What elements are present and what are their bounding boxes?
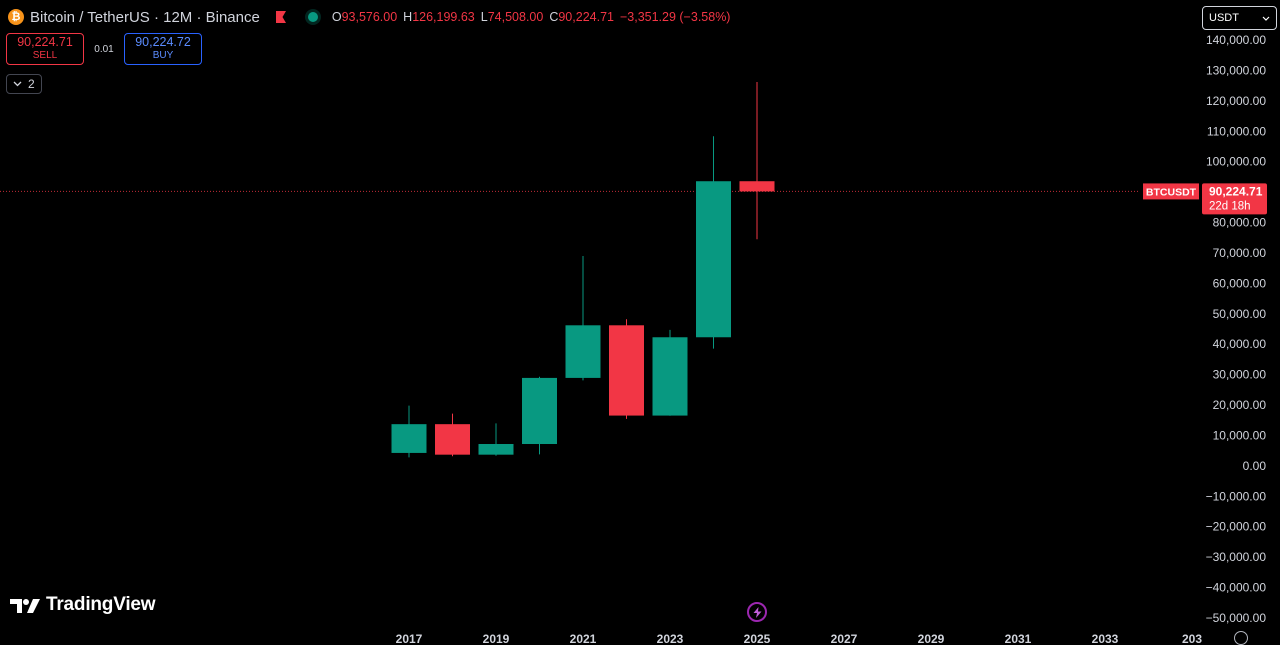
price-axis-label: 70,000.00	[1213, 246, 1267, 260]
candle	[522, 376, 557, 455]
close-label: C	[549, 10, 559, 24]
price-axis-label: 120,000.00	[1206, 94, 1266, 108]
candle	[609, 319, 644, 419]
time-axis-label: 203	[1182, 632, 1202, 644]
tradingview-logo-text: TradingView	[46, 594, 156, 615]
time-axis-label: 2023	[657, 632, 684, 644]
open-value: 93,576.00	[341, 10, 398, 24]
price-axis[interactable]: 140,000.00 130,000.00 120,000.00 110,000.00…	[1206, 33, 1267, 625]
price-axis-label: 60,000.00	[1213, 276, 1267, 290]
candle-body	[522, 377, 557, 445]
candle-body	[478, 444, 514, 455]
time-axis-label: 2025	[744, 632, 771, 644]
time-axis-label: 2021	[570, 632, 597, 644]
price-axis-label: 40,000.00	[1213, 337, 1267, 351]
buy-button[interactable]: 90,224.72 BUY	[124, 33, 202, 65]
low-value: 74,508.00	[487, 10, 544, 24]
bar-countdown: 22d 18h	[1209, 200, 1251, 212]
price-axis-label: 100,000.00	[1206, 155, 1266, 169]
price-axis-label: 130,000.00	[1206, 63, 1266, 77]
candle	[391, 405, 427, 458]
market-status-icon[interactable]	[307, 12, 318, 22]
close-value: 90,224.71	[558, 10, 614, 24]
last-price-tag-bg	[1202, 183, 1267, 215]
symbol-tag: BTCUSDT	[1146, 186, 1197, 198]
ohlc-values: O93,576.00 H126,199.63 L74,508.00 C90,22…	[332, 10, 731, 24]
candle	[652, 329, 688, 416]
gear-icon[interactable]	[1234, 631, 1248, 645]
symbol-title[interactable]: Bitcoin / TetherUS · 12M · Binance	[30, 8, 260, 26]
spread-value: 0.01	[94, 43, 114, 55]
candle-body	[652, 337, 688, 416]
price-axis-label: 140,000.00	[1206, 33, 1266, 47]
symbol-legend: ₿ Bitcoin / TetherUS · 12M · Binance O93…	[8, 6, 730, 28]
price-axis-label: 0.00	[1243, 459, 1267, 473]
chevron-down-icon	[1262, 16, 1270, 21]
price-axis-label: −10,000.00	[1206, 489, 1267, 503]
buy-label: BUY	[152, 50, 174, 61]
price-axis-label: −30,000.00	[1206, 550, 1267, 564]
tradingview-logo-icon	[10, 599, 40, 613]
lightning-icon[interactable]	[747, 602, 767, 622]
candle-body	[696, 181, 731, 338]
currency-select[interactable]: USDT	[1202, 6, 1277, 30]
candle-body	[739, 181, 775, 192]
indicators-toggle-button[interactable]: 2	[6, 74, 42, 94]
trade-panel: 90,224.71 SELL 0.01 90,224.72 BUY	[6, 33, 202, 65]
sell-button[interactable]: 90,224.71 SELL	[6, 33, 84, 65]
candle	[435, 413, 470, 457]
price-change: −3,351.29 (−3.58%)	[619, 10, 731, 24]
time-axis-label: 2029	[918, 632, 945, 644]
price-axis-label: 10,000.00	[1213, 428, 1267, 442]
price-axis-label: 110,000.00	[1207, 124, 1266, 138]
price-axis-label: 80,000.00	[1213, 216, 1267, 230]
price-axis-label: 30,000.00	[1213, 368, 1267, 382]
time-axis-label: 2031	[1005, 632, 1032, 644]
open-label: O	[331, 10, 342, 24]
candle	[696, 136, 731, 349]
high-label: H	[403, 10, 413, 24]
price-axis-label: 20,000.00	[1213, 398, 1267, 412]
flag-icon[interactable]	[274, 10, 288, 24]
time-axis-label: 2017	[396, 632, 423, 644]
candle	[478, 423, 514, 456]
candle-body	[435, 424, 470, 455]
time-axis-label: 2033	[1092, 632, 1119, 644]
time-axis[interactable]: 2017 2019 2021 2023 2025 2027 2029 2031 2033 203	[396, 632, 1203, 644]
chevron-down-icon	[13, 81, 22, 87]
sell-price: 90,224.71	[17, 35, 73, 49]
buy-price: 90,224.72	[135, 35, 191, 49]
sell-label: SELL	[32, 50, 58, 61]
indicators-count: 2	[28, 77, 35, 91]
price-axis-label: −40,000.00	[1206, 581, 1267, 595]
candle-body	[609, 325, 644, 416]
price-axis-label: −20,000.00	[1206, 520, 1267, 534]
last-price-value: 90,224.71	[1209, 184, 1263, 198]
candles	[391, 81, 775, 458]
symbol-tag-bg	[1143, 183, 1199, 200]
last-price-label: BTCUSDT 90,224.71 22d 18h	[1143, 183, 1267, 215]
candle-body	[565, 325, 601, 378]
bitcoin-icon[interactable]: ₿	[8, 9, 24, 25]
candle	[565, 255, 601, 381]
price-axis-label: 50,000.00	[1213, 307, 1267, 321]
time-axis-label: 2019	[483, 632, 510, 644]
price-axis-label: −50,000.00	[1206, 611, 1267, 625]
low-label: L	[480, 10, 488, 24]
candle-body	[391, 424, 427, 453]
high-value: 126,199.63	[412, 10, 475, 24]
lightning-glyph	[753, 606, 761, 618]
tradingview-logo: TradingView	[10, 594, 156, 616]
time-axis-label: 2027	[831, 632, 858, 644]
currency-value: USDT	[1209, 12, 1239, 24]
candle	[739, 81, 775, 240]
